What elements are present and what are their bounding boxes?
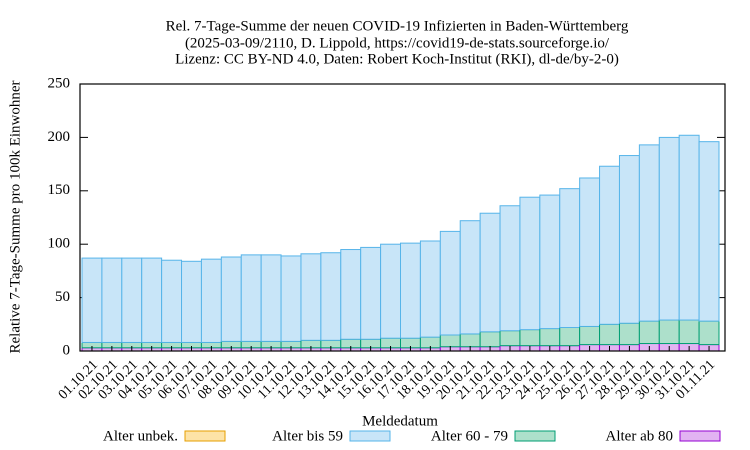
bar-segment bbox=[419, 240, 441, 338]
y-tick-label: 150 bbox=[48, 182, 71, 198]
legend-label: Alter ab 80 bbox=[606, 428, 673, 444]
bar-segment bbox=[360, 246, 382, 340]
bar-segment bbox=[240, 254, 262, 342]
bar-segment bbox=[499, 205, 521, 332]
bar-segment bbox=[638, 320, 660, 345]
legend-swatch bbox=[184, 430, 226, 442]
y-tick-label: 50 bbox=[55, 289, 70, 305]
bar-segment bbox=[599, 165, 620, 325]
bar-segment bbox=[181, 260, 202, 343]
y-axis-label: Relative 7-Tage-Summe pro 100k Einwohner bbox=[7, 80, 23, 353]
y-tick-label: 200 bbox=[48, 129, 71, 145]
bar-segment bbox=[579, 325, 601, 346]
bar-segment bbox=[658, 319, 680, 345]
bar-segment bbox=[519, 196, 541, 331]
bar-segment bbox=[280, 255, 302, 342]
bar-segment bbox=[638, 144, 660, 322]
legend-label: Alter bis 59 bbox=[272, 428, 343, 444]
bar-segment bbox=[678, 319, 700, 345]
bar-segment bbox=[101, 257, 123, 343]
bar-segment bbox=[320, 252, 342, 341]
bar-segment bbox=[539, 194, 561, 330]
bar-segment bbox=[618, 322, 640, 346]
bar-segment bbox=[479, 212, 501, 333]
bar-segment bbox=[459, 220, 481, 335]
bar-segment bbox=[300, 253, 322, 341]
legend-swatch bbox=[349, 430, 391, 442]
bar-segment bbox=[479, 331, 501, 348]
bar-segment bbox=[380, 243, 401, 339]
bar-segment bbox=[260, 254, 282, 342]
bar-segment bbox=[539, 328, 561, 347]
y-tick-label: 100 bbox=[48, 236, 71, 252]
y-tick-label: 250 bbox=[48, 75, 71, 91]
chart-title: (2025-03-09/2110, D. Lippold, https://co… bbox=[185, 35, 610, 51]
legend-swatch bbox=[679, 430, 721, 442]
bar-segment bbox=[559, 327, 581, 347]
legend-label: Alter unbek. bbox=[103, 428, 178, 444]
bar-segment bbox=[161, 259, 183, 343]
x-axis-label: Meldedatum bbox=[362, 413, 438, 429]
bar-segment bbox=[618, 155, 640, 324]
bar-segment bbox=[698, 320, 720, 346]
bar-segment bbox=[439, 230, 461, 336]
bar-segment bbox=[698, 141, 720, 322]
bar-segment bbox=[340, 249, 362, 340]
bar-segment bbox=[459, 333, 481, 348]
bar-segment bbox=[121, 257, 143, 343]
legend-swatch bbox=[514, 430, 556, 442]
bar-segment bbox=[579, 177, 601, 327]
bar-segment bbox=[439, 334, 461, 348]
chart-title: Rel. 7-Tage-Summe der neuen COVID-19 Inf… bbox=[166, 18, 629, 34]
bar-segment bbox=[658, 136, 680, 321]
y-tick-label: 0 bbox=[63, 342, 71, 358]
bar-segment bbox=[81, 257, 103, 343]
plot-frame bbox=[79, 83, 726, 352]
bar-segment bbox=[519, 329, 541, 347]
legend-label: Alter 60 - 79 bbox=[431, 428, 508, 444]
bar-segment bbox=[499, 330, 521, 347]
bar-segment bbox=[678, 134, 700, 321]
bar-segment bbox=[400, 242, 421, 339]
bar-segment bbox=[141, 257, 163, 343]
bar-segment bbox=[200, 258, 222, 343]
chart-title: Lizenz: CC BY-ND 4.0, Daten: Robert Koch… bbox=[175, 51, 619, 67]
bar-segment bbox=[559, 188, 581, 329]
bar-segment bbox=[220, 256, 242, 342]
bar-segment bbox=[599, 323, 620, 346]
